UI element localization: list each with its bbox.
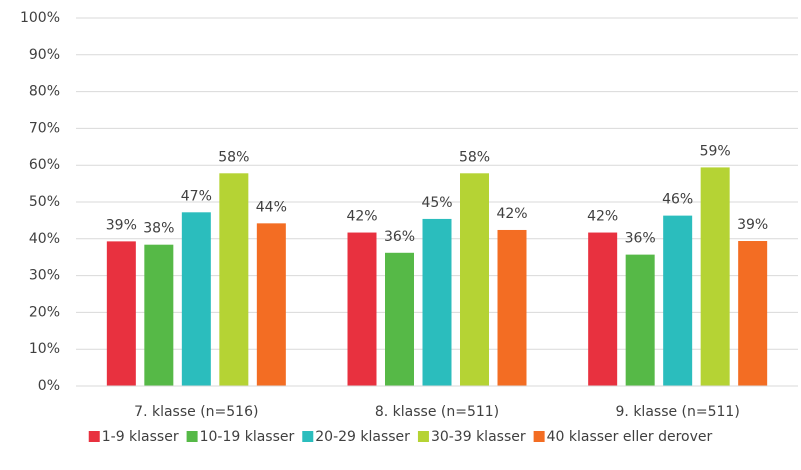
bar [700, 167, 730, 386]
bar [181, 212, 211, 386]
legend-swatch [88, 431, 100, 442]
legend-label: 40 klasser eller derover [547, 429, 713, 445]
data-label: 36% [384, 229, 415, 245]
data-label: 58% [459, 149, 490, 165]
legend-swatch [186, 431, 198, 442]
y-tick-label: 20% [29, 304, 60, 320]
legend-swatch [417, 431, 429, 442]
bar [497, 229, 527, 386]
bar [663, 215, 693, 386]
data-label: 46% [662, 192, 693, 208]
bar [219, 173, 249, 386]
data-label: 42% [496, 206, 527, 222]
data-label: 38% [143, 221, 174, 237]
legend-swatch [302, 431, 314, 442]
data-label: 39% [737, 217, 768, 233]
x-tick-label: 7. klasse (n=516) [134, 404, 258, 420]
data-label: 42% [587, 209, 618, 225]
bar [625, 254, 655, 386]
y-tick-label: 100% [20, 10, 60, 26]
data-label: 42% [346, 209, 377, 225]
y-tick-label: 10% [29, 341, 60, 357]
bar [106, 241, 136, 386]
y-tick-label: 90% [29, 47, 60, 63]
data-label: 36% [625, 231, 656, 247]
data-label: 45% [421, 195, 452, 211]
data-label: 59% [700, 143, 731, 159]
y-tick-label: 50% [29, 194, 60, 210]
y-tick-label: 40% [29, 231, 60, 247]
data-label: 44% [256, 199, 287, 215]
bar [738, 241, 768, 386]
legend-label: 1-9 klasser [102, 429, 179, 445]
x-tick-label: 8. klasse (n=511) [375, 404, 499, 420]
y-tick-label: 80% [29, 84, 60, 100]
bar [256, 223, 286, 386]
bar [144, 244, 174, 386]
data-label: 47% [181, 188, 212, 204]
bar [588, 232, 618, 386]
y-tick-label: 70% [29, 120, 60, 136]
legend-swatch [533, 431, 545, 442]
y-tick-label: 0% [38, 378, 60, 394]
legend-label: 30-39 klasser [431, 429, 526, 445]
legend-label: 10-19 klasser [200, 429, 295, 445]
data-label: 58% [218, 149, 249, 165]
bar [347, 232, 377, 386]
data-label: 39% [106, 217, 137, 233]
bar [385, 252, 414, 386]
x-tick-label: 9. klasse (n=511) [616, 404, 740, 420]
bar [460, 173, 489, 386]
y-tick-label: 60% [29, 157, 60, 173]
bar [422, 218, 452, 386]
y-tick-label: 30% [29, 268, 60, 284]
legend-label: 20-29 klasser [315, 429, 410, 445]
